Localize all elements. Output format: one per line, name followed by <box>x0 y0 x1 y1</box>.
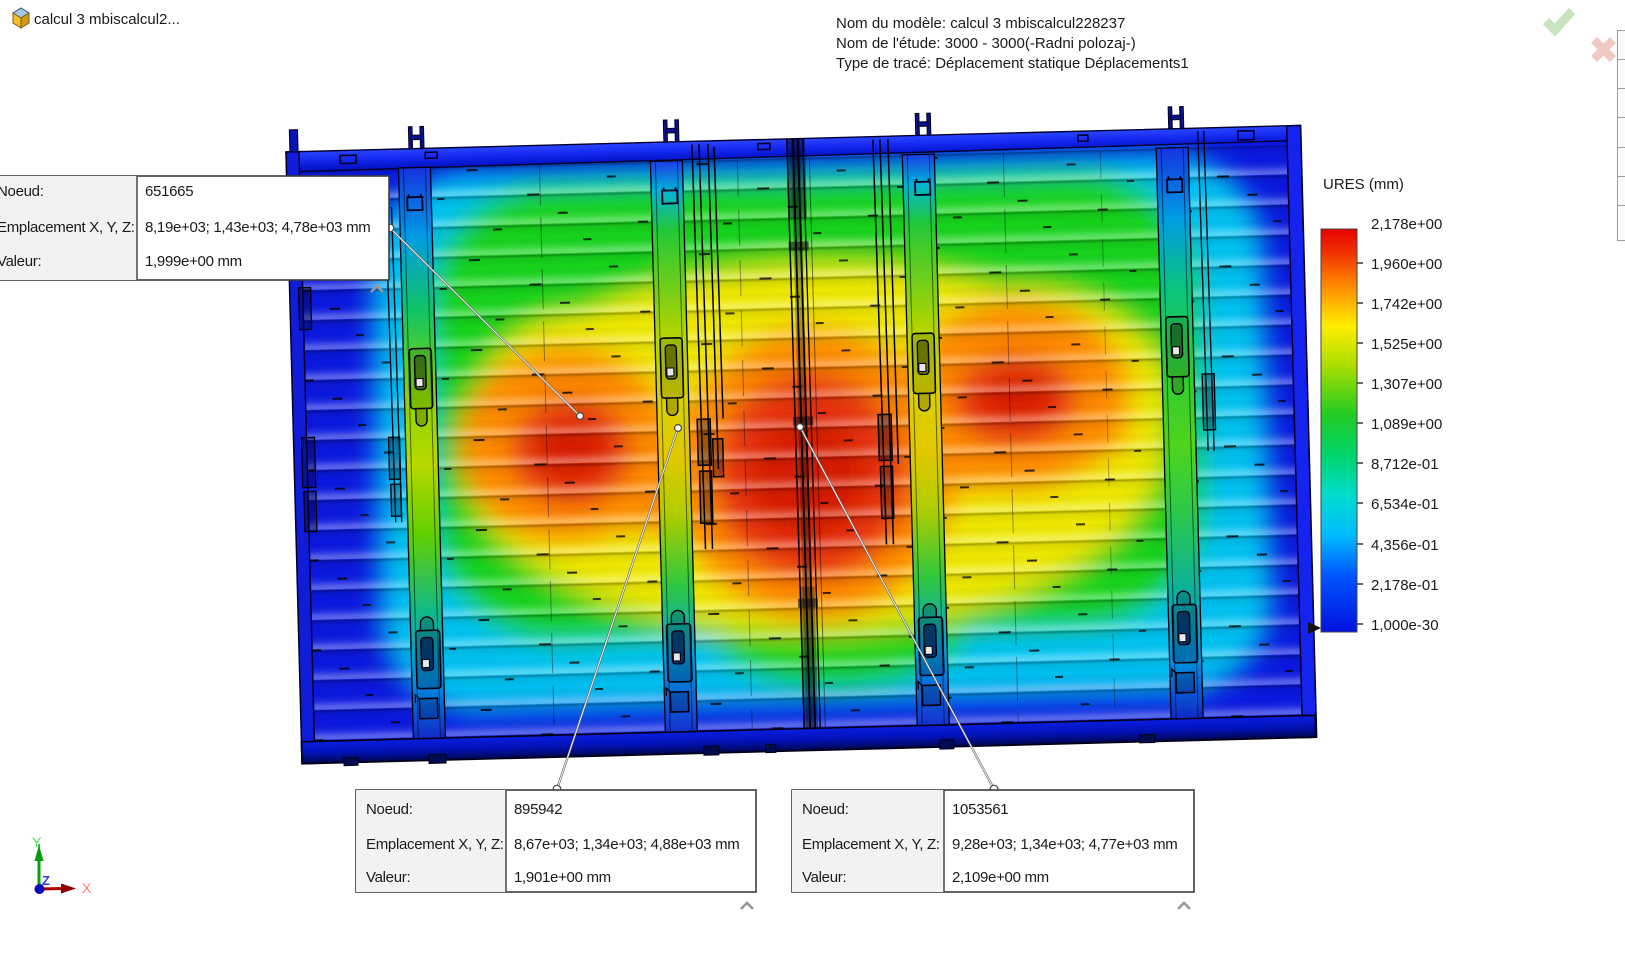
svg-text:895942: 895942 <box>514 801 562 818</box>
svg-text:1053561: 1053561 <box>952 801 1008 818</box>
svg-text:1,901e+00 mm: 1,901e+00 mm <box>514 869 611 886</box>
svg-text:2,178e-01: 2,178e-01 <box>1371 577 1439 594</box>
svg-text:calcul 3 mbiscalcul2...: calcul 3 mbiscalcul2... <box>34 11 180 28</box>
svg-text:Y: Y <box>32 834 42 850</box>
svg-text:Nom de l'étude: 3000 - 3000(-R: Nom de l'étude: 3000 - 3000(-Radni poloz… <box>836 35 1136 52</box>
svg-text:Noeud:: Noeud: <box>366 801 413 818</box>
svg-text:651665: 651665 <box>145 183 193 200</box>
svg-text:Nom du modèle: calcul 3 mbisca: Nom du modèle: calcul 3 mbiscalcul228237 <box>836 15 1125 32</box>
svg-text:8,19e+03; 1,43e+03; 4,78e+03 m: 8,19e+03; 1,43e+03; 4,78e+03 mm <box>145 219 370 236</box>
svg-text:2,109e+00 mm: 2,109e+00 mm <box>952 869 1049 886</box>
svg-text:URES (mm): URES (mm) <box>1323 176 1404 193</box>
svg-text:9,28e+03; 1,34e+03; 4,77e+03 m: 9,28e+03; 1,34e+03; 4,77e+03 mm <box>952 836 1177 853</box>
svg-text:1,307e+00: 1,307e+00 <box>1371 376 1442 393</box>
svg-text:1,960e+00: 1,960e+00 <box>1371 256 1442 273</box>
svg-text:Emplacement X, Y, Z:: Emplacement X, Y, Z: <box>0 219 135 236</box>
svg-text:Valeur:: Valeur: <box>0 253 41 270</box>
svg-text:1,525e+00: 1,525e+00 <box>1371 336 1442 353</box>
svg-text:1,742e+00: 1,742e+00 <box>1371 296 1442 313</box>
svg-text:Valeur:: Valeur: <box>802 869 846 886</box>
svg-text:1,089e+00: 1,089e+00 <box>1371 416 1442 433</box>
svg-text:Emplacement X, Y, Z:: Emplacement X, Y, Z: <box>802 836 940 853</box>
svg-text:Valeur:: Valeur: <box>366 869 410 886</box>
svg-text:2,178e+00: 2,178e+00 <box>1371 216 1442 233</box>
svg-text:Type de tracé: Déplacement sta: Type de tracé: Déplacement statique Dépl… <box>836 55 1189 72</box>
svg-text:X: X <box>82 880 92 896</box>
svg-text:1,999e+00 mm: 1,999e+00 mm <box>145 253 242 270</box>
svg-text:4,356e-01: 4,356e-01 <box>1371 537 1439 554</box>
svg-text:8,67e+03; 1,34e+03; 4,88e+03 m: 8,67e+03; 1,34e+03; 4,88e+03 mm <box>514 836 739 853</box>
svg-text:1,000e-30: 1,000e-30 <box>1371 617 1439 634</box>
svg-text:8,712e-01: 8,712e-01 <box>1371 456 1439 473</box>
svg-text:Emplacement X, Y, Z:: Emplacement X, Y, Z: <box>366 836 504 853</box>
svg-text:Noeud:: Noeud: <box>0 183 44 200</box>
svg-text:6,534e-01: 6,534e-01 <box>1371 496 1439 513</box>
svg-text:Noeud:: Noeud: <box>802 801 849 818</box>
svg-text:Z: Z <box>42 873 50 888</box>
